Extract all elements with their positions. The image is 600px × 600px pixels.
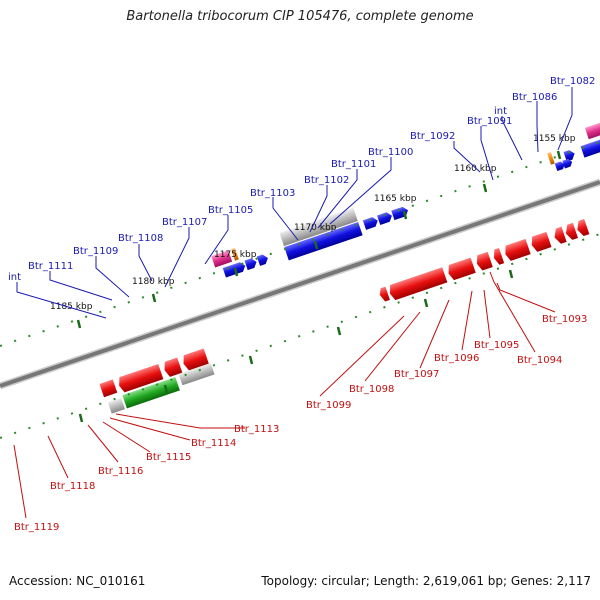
gene-forward[interactable] <box>377 211 393 225</box>
gene-label[interactable]: Btr_1108 <box>118 233 163 244</box>
scale-label: 1170 kbp <box>294 223 337 233</box>
gene-forward[interactable] <box>284 221 363 261</box>
gene-label[interactable]: Btr_1118 <box>50 481 95 492</box>
gene-other[interactable] <box>547 152 555 165</box>
gene-label[interactable]: Btr_1096 <box>434 353 479 364</box>
reverse-label-leaders <box>13 271 556 519</box>
scale-track-lower <box>0 233 600 439</box>
gene-label[interactable]: Btr_1093 <box>542 314 587 325</box>
gene-pseudo[interactable] <box>107 397 125 414</box>
gene-pseudo[interactable] <box>178 362 215 386</box>
gene-label[interactable]: Btr_1092 <box>410 131 455 142</box>
gene-reverse[interactable] <box>162 357 183 378</box>
gene-rna[interactable] <box>211 250 233 268</box>
gene-label[interactable]: Btr_1094 <box>517 355 562 366</box>
scale-label: 1175 kbp <box>214 250 257 260</box>
scale-track-upper <box>0 141 600 347</box>
gene-forward[interactable] <box>362 216 379 230</box>
gene-reverse[interactable] <box>378 286 390 303</box>
gene-label[interactable]: Btr_1103 <box>250 188 295 199</box>
gene-forward[interactable] <box>562 158 573 169</box>
forward-gene-labels: Btr_1082 Btr_1086 int Btr_1091 Btr_1092 … <box>8 76 595 283</box>
gene-label[interactable]: Btr_1102 <box>304 175 349 186</box>
gene-forward[interactable] <box>563 149 577 162</box>
major-ticks <box>76 150 562 423</box>
gene-reverse[interactable] <box>552 226 567 245</box>
gene-reverse[interactable] <box>575 218 590 237</box>
gene-label[interactable]: Btr_1086 <box>512 92 557 103</box>
gene-forward[interactable] <box>584 122 600 140</box>
genome-backbone <box>0 178 600 390</box>
scale-label: 1155 kbp <box>533 134 576 144</box>
gene-label[interactable]: Btr_1098 <box>349 384 394 395</box>
reverse-strand-genes <box>99 218 590 414</box>
gene-label[interactable]: Btr_1082 <box>550 76 595 87</box>
gene-forward[interactable] <box>580 139 600 158</box>
gene-label[interactable]: Btr_1119 <box>14 522 59 533</box>
gene-reverse[interactable] <box>474 251 493 272</box>
gene-reverse[interactable] <box>446 257 476 282</box>
gene-label[interactable]: Btr_1116 <box>98 466 143 477</box>
gene-forward[interactable] <box>244 257 259 271</box>
gene-label[interactable]: Btr_1115 <box>146 452 191 463</box>
gene-reverse[interactable] <box>491 247 505 266</box>
scale-label: 1180 kbp <box>132 277 175 287</box>
gene-reverse[interactable] <box>181 348 209 371</box>
gene-label[interactable]: Btr_1109 <box>73 246 118 257</box>
scale-label: 1185 kbp <box>50 302 93 312</box>
gene-label[interactable]: Btr_1107 <box>162 217 207 228</box>
gene-label[interactable]: Btr_1097 <box>394 369 439 380</box>
gene-label[interactable]: Btr_1114 <box>191 438 236 449</box>
gene-label[interactable]: Btr_1100 <box>368 147 413 158</box>
gene-label[interactable]: int <box>8 272 21 283</box>
gene-label[interactable]: Btr_1101 <box>331 159 376 170</box>
gene-reverse[interactable] <box>117 363 164 393</box>
gene-reverse[interactable] <box>563 222 578 241</box>
gene-forward[interactable] <box>391 206 409 221</box>
gene-reverse[interactable] <box>529 231 552 253</box>
gene-label[interactable]: Btr_1095 <box>474 340 519 351</box>
gene-label[interactable]: Btr_1105 <box>208 205 253 216</box>
gene-label[interactable]: Btr_1113 <box>234 424 279 435</box>
gene-label[interactable]: Btr_1111 <box>28 261 73 272</box>
gene-forward[interactable] <box>554 161 566 172</box>
gene-other[interactable] <box>231 248 239 261</box>
gene-reverse[interactable] <box>503 238 531 262</box>
scale-label: 1160 kbp <box>454 164 497 174</box>
gene-reverse[interactable] <box>99 379 118 398</box>
forward-label-leaders <box>16 87 573 319</box>
gene-forward[interactable] <box>222 261 247 278</box>
topology-summary: Topology: circular; Length: 2,619,061 bp… <box>261 574 591 588</box>
genome-title: Bartonella tribocorum CIP 105476, comple… <box>126 9 474 24</box>
reverse-gene-labels: Btr_1093 Btr_1094 Btr_1095 Btr_1096 Btr_… <box>14 314 587 533</box>
gene-forward[interactable] <box>256 253 270 266</box>
gene-label[interactable]: Btr_1091 <box>467 116 512 127</box>
gene-label[interactable]: int <box>494 106 507 117</box>
gene-reverse[interactable] <box>387 267 448 301</box>
gene-label[interactable]: Btr_1099 <box>306 400 351 411</box>
accession-label: Accession: NC_010161 <box>9 574 146 588</box>
scale-label: 1165 kbp <box>374 194 417 204</box>
scale-labels: 1155 kbp 1160 kbp 1165 kbp 1170 kbp 1175… <box>50 134 576 312</box>
